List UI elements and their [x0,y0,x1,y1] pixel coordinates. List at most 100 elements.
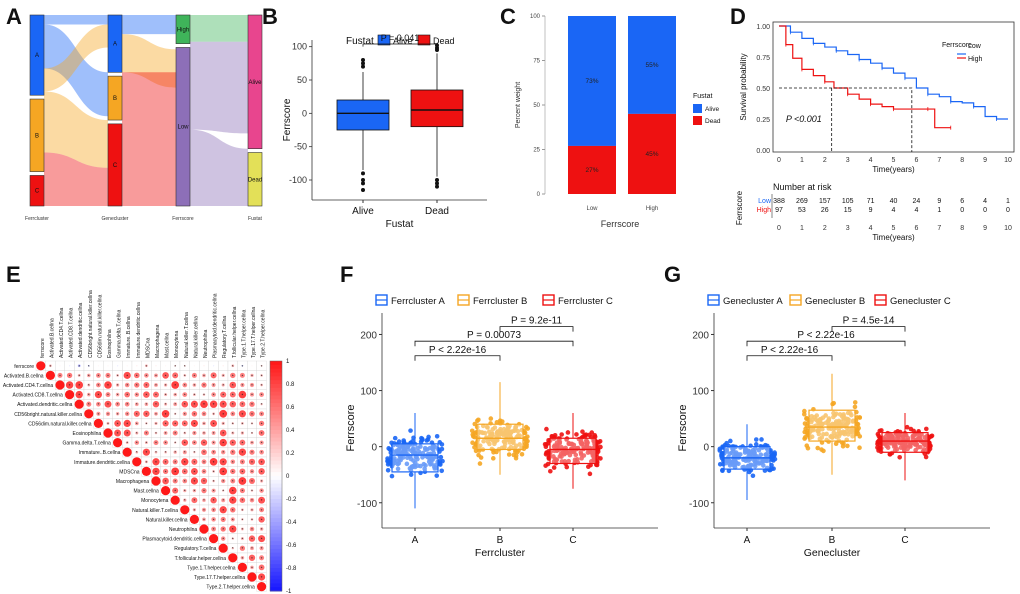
significance-star: * [88,383,90,388]
significance-star: * [242,441,244,446]
significance-star: * [146,402,148,407]
data-point [815,428,820,434]
risk-x-tick-label: 6 [914,225,918,232]
data-point [818,416,824,422]
x-tick-label: B [497,535,504,546]
correlation-circle [231,546,235,550]
colorbar-segment [270,587,282,592]
correlation-circle [154,383,158,387]
correlation-circle [189,514,200,525]
correlation-circle [228,553,238,563]
survival-curve-high [779,25,951,129]
correlation-circle [250,489,254,492]
risk-table-cell: 269 [796,198,808,205]
data-point [415,463,421,469]
data-point [917,444,923,450]
correlation-circle [123,429,131,437]
significance-star: * [203,383,205,388]
correlation-circle [134,440,140,445]
correlation-circle [192,430,197,436]
correlation-circle [154,421,158,425]
p-value-label: P <0.001 [786,114,822,124]
risk-table-cell: 0 [1006,207,1010,214]
y-tick-label: 1.00 [756,24,770,31]
correlation-circle [260,374,263,377]
data-point [469,428,475,434]
correlation-circle [134,402,139,407]
significance-star: * [98,383,100,388]
significance-star: * [251,431,253,436]
y-tick-label: -100 [289,175,307,185]
correlation-circle [211,517,216,522]
correlation-circle [212,470,215,473]
significance-star: * [203,441,205,446]
correlation-circle [239,439,246,446]
data-point [559,445,564,450]
row-label: Neutrophilna [169,527,198,533]
data-point [415,445,420,451]
correlation-circle [259,507,265,513]
data-point [395,466,401,472]
comparison-bracket [414,340,574,347]
correlation-circle [248,535,256,542]
correlation-circle [241,364,244,367]
correlation-circle [249,411,255,417]
row-label: Regulatory.T.cellna [174,546,216,552]
correlation-circle [132,457,142,467]
significance-star: * [136,393,138,398]
correlation-circle [49,364,52,368]
correlation-circle [134,372,140,379]
column-label: Activated.dendritic.cellna [78,302,84,358]
data-point [574,432,579,437]
correlation-circle [210,497,217,504]
row-label: Macrophagena [116,479,150,485]
box-c [881,432,929,453]
significance-star: * [242,412,244,417]
significance-star: * [203,489,205,494]
correlation-circle [220,516,226,522]
correlation-circle [211,449,216,455]
column-label: Mast.cellna [165,332,171,358]
correlation-circle [75,381,84,389]
significance-star: * [136,450,138,455]
risk-x-axis-label: Time(years) [872,233,915,242]
data-point [551,465,557,470]
data-point [432,466,438,471]
significance-star: * [126,441,128,446]
correlation-circle [248,458,256,465]
significance-star: * [174,364,176,369]
panel-label-d: D [730,4,746,29]
x-tick-label: 6 [914,157,918,164]
correlation-circle [165,365,167,367]
data-point [564,450,569,455]
correlation-circle [86,392,91,397]
flow-b-a [44,24,108,92]
comparison-bracket [414,355,501,361]
correlation-circle [174,364,177,367]
sankey-chart-a: A B C A B C High Low Alive Dead Ferrcluster Geneclu… [25,14,263,222]
data-point [519,451,525,457]
risk-table-cell: 53 [798,207,806,214]
y-axis-label: Survival probability [739,53,748,120]
significance-star: * [261,556,263,561]
significance-star: * [232,527,234,532]
significance-star: * [174,441,176,446]
correlation-circle [192,383,197,387]
significance-star: * [194,402,196,407]
data-point [724,458,729,464]
significance-star: * [213,508,215,513]
data-point [835,431,840,437]
correlation-circle [250,546,254,551]
data-point [719,455,725,461]
data-point [753,442,759,447]
data-point [904,424,910,430]
data-point [857,445,862,451]
correlation-circle [193,365,195,367]
sankey-node [175,47,191,207]
legend-label-low: Low [968,43,982,50]
colorbar-segment [270,560,282,565]
correlation-circle [230,411,236,417]
data-point [840,443,846,449]
significance-star: * [136,402,138,407]
x-axis-label: Time(years) [872,165,915,174]
